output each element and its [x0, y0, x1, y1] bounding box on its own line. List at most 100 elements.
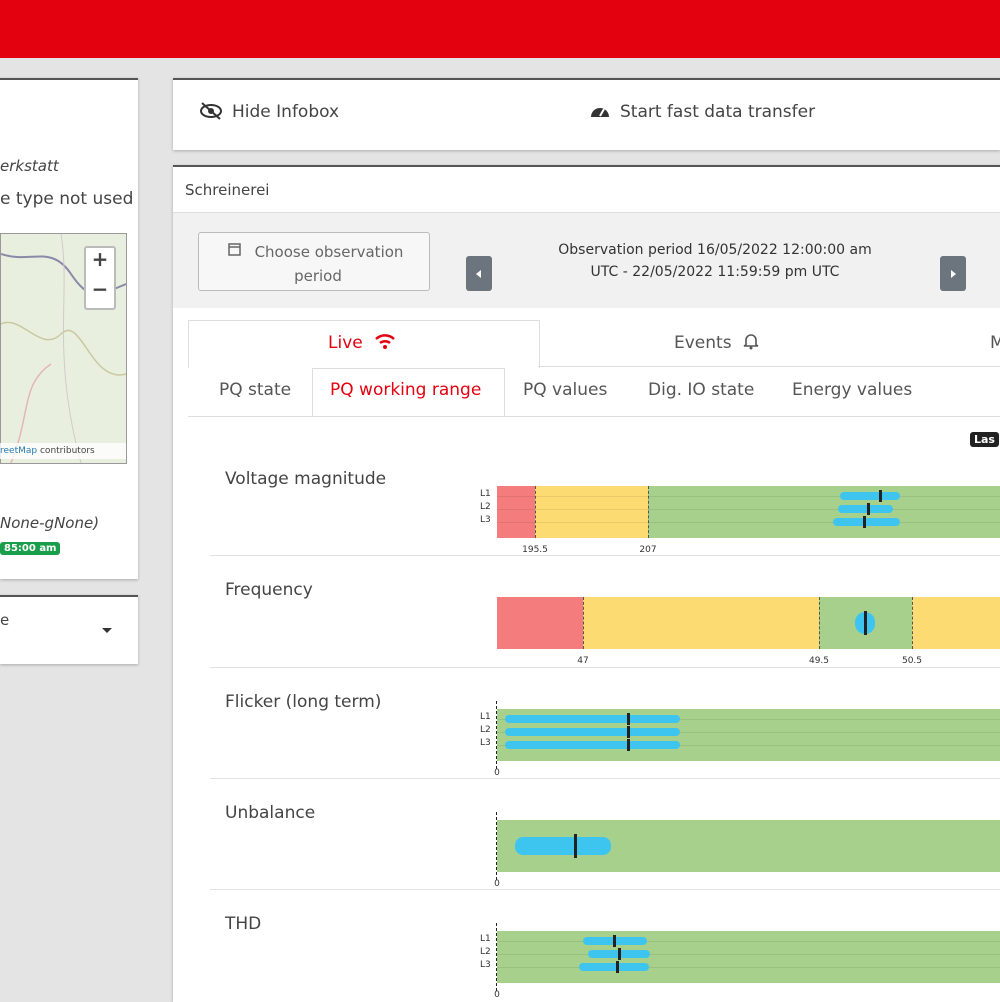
subtab[interactable]: PQ values	[523, 380, 607, 400]
gauge-icon	[589, 102, 611, 120]
top-bar	[0, 0, 1000, 58]
map-attribution-box: reetMap contributors	[0, 443, 126, 459]
tab-events[interactable]: Events	[674, 333, 732, 353]
mean-marker	[613, 935, 616, 947]
range-zone	[497, 486, 535, 538]
observation-period: Observation period 16/05/2022 12:00:00 a…	[545, 239, 885, 283]
range-zone	[535, 486, 648, 538]
tick-label: 49.5	[809, 656, 829, 666]
range-zone	[912, 597, 1000, 649]
phase-label: L1	[480, 712, 491, 722]
panel-title: Schreinerei	[185, 181, 269, 199]
row-separator	[210, 555, 1000, 556]
phase-label: L1	[480, 934, 491, 944]
row-label: Voltage magnitude	[225, 469, 386, 489]
row-label: Unbalance	[225, 803, 315, 823]
zoom-out[interactable]: −	[86, 277, 114, 301]
subtab[interactable]: Energy values	[792, 380, 912, 400]
mean-marker	[864, 611, 867, 635]
phase-line	[497, 522, 1000, 523]
zone-limit	[912, 597, 913, 649]
zone-limit	[819, 597, 820, 649]
subtab-active[interactable]: PQ working range	[330, 380, 481, 400]
range-marker	[515, 837, 611, 855]
location: erkstatt	[0, 157, 59, 175]
subtab-rule	[188, 416, 1000, 417]
zone-limit	[583, 597, 584, 649]
row-separator	[210, 667, 1000, 668]
tick-label: 195.5	[522, 545, 548, 555]
phase-line	[497, 941, 1000, 942]
zoom-in[interactable]: +	[86, 247, 114, 271]
live-tab-box[interactable]	[188, 320, 540, 368]
row-label: Frequency	[225, 580, 313, 600]
mean-marker	[627, 726, 630, 738]
period-label: Observation period	[558, 242, 692, 258]
time-badge: 85:00 am	[0, 542, 60, 555]
dropdown-panel[interactable]	[0, 595, 138, 664]
range-marker	[505, 741, 680, 749]
zone-limit	[648, 486, 649, 538]
mean-marker	[618, 948, 621, 960]
zero-line	[496, 923, 497, 991]
tab-rule	[538, 366, 1000, 367]
row-label: THD	[225, 914, 261, 934]
phase-label: L2	[480, 725, 491, 735]
wifi-icon	[374, 332, 396, 350]
range-marker	[505, 715, 680, 723]
row-separator	[210, 778, 1000, 779]
tick-label: 207	[639, 545, 656, 555]
range-marker	[505, 728, 680, 736]
range-marker	[579, 963, 649, 971]
range-marker	[838, 505, 893, 513]
mean-marker	[867, 503, 870, 515]
tick-label: 0	[494, 990, 500, 1000]
tick-label: 0	[494, 768, 500, 778]
row-label: Flicker (long term)	[225, 692, 381, 712]
tick-label: 50.5	[902, 656, 922, 666]
phase-label: L2	[480, 947, 491, 957]
hide-infobox[interactable]: Hide Infobox	[232, 102, 339, 122]
eye-slash-icon	[199, 101, 223, 121]
mean-marker	[879, 490, 882, 502]
row-separator	[210, 889, 1000, 890]
zone-limit	[535, 486, 536, 538]
last-badge: Las	[970, 432, 999, 447]
tab-more[interactable]: M	[990, 333, 1000, 353]
range-zone	[497, 931, 1000, 983]
mean-marker	[574, 834, 577, 858]
fast-transfer[interactable]: Start fast data transfer	[620, 102, 815, 122]
attribution-link[interactable]: reetMap	[0, 446, 37, 456]
range-marker	[840, 492, 900, 500]
subtab[interactable]: Dig. IO state	[648, 380, 754, 400]
phase-line	[497, 967, 1000, 968]
mean-marker	[616, 961, 619, 973]
prev-button[interactable]	[466, 256, 492, 291]
zero-line	[496, 812, 497, 880]
phase-label: L3	[480, 515, 491, 525]
tick-label: 0	[494, 879, 500, 889]
dropdown-label: e	[0, 611, 9, 629]
device-id: None-gNone)	[0, 514, 99, 532]
phase-line	[497, 496, 1000, 497]
range-zone	[583, 597, 819, 649]
choose-period: Choose observation period	[228, 240, 408, 288]
device-type: e type not used	[0, 189, 133, 209]
phase-line	[497, 509, 1000, 510]
bell-icon	[742, 332, 760, 350]
tab-live[interactable]: Live	[328, 333, 363, 353]
mean-marker	[627, 739, 630, 751]
phase-label: L2	[480, 502, 491, 512]
next-button[interactable]	[940, 256, 966, 291]
range-zone	[648, 486, 1000, 538]
dropdown-caret	[102, 628, 112, 633]
subtab[interactable]: PQ state	[219, 380, 291, 400]
range-marker	[833, 518, 900, 526]
phase-label: L3	[480, 738, 491, 748]
tick-label: 47	[577, 656, 588, 666]
phase-line	[497, 954, 1000, 955]
phase-label: L1	[480, 489, 491, 499]
phase-label: L3	[480, 960, 491, 970]
mean-marker	[627, 713, 630, 725]
